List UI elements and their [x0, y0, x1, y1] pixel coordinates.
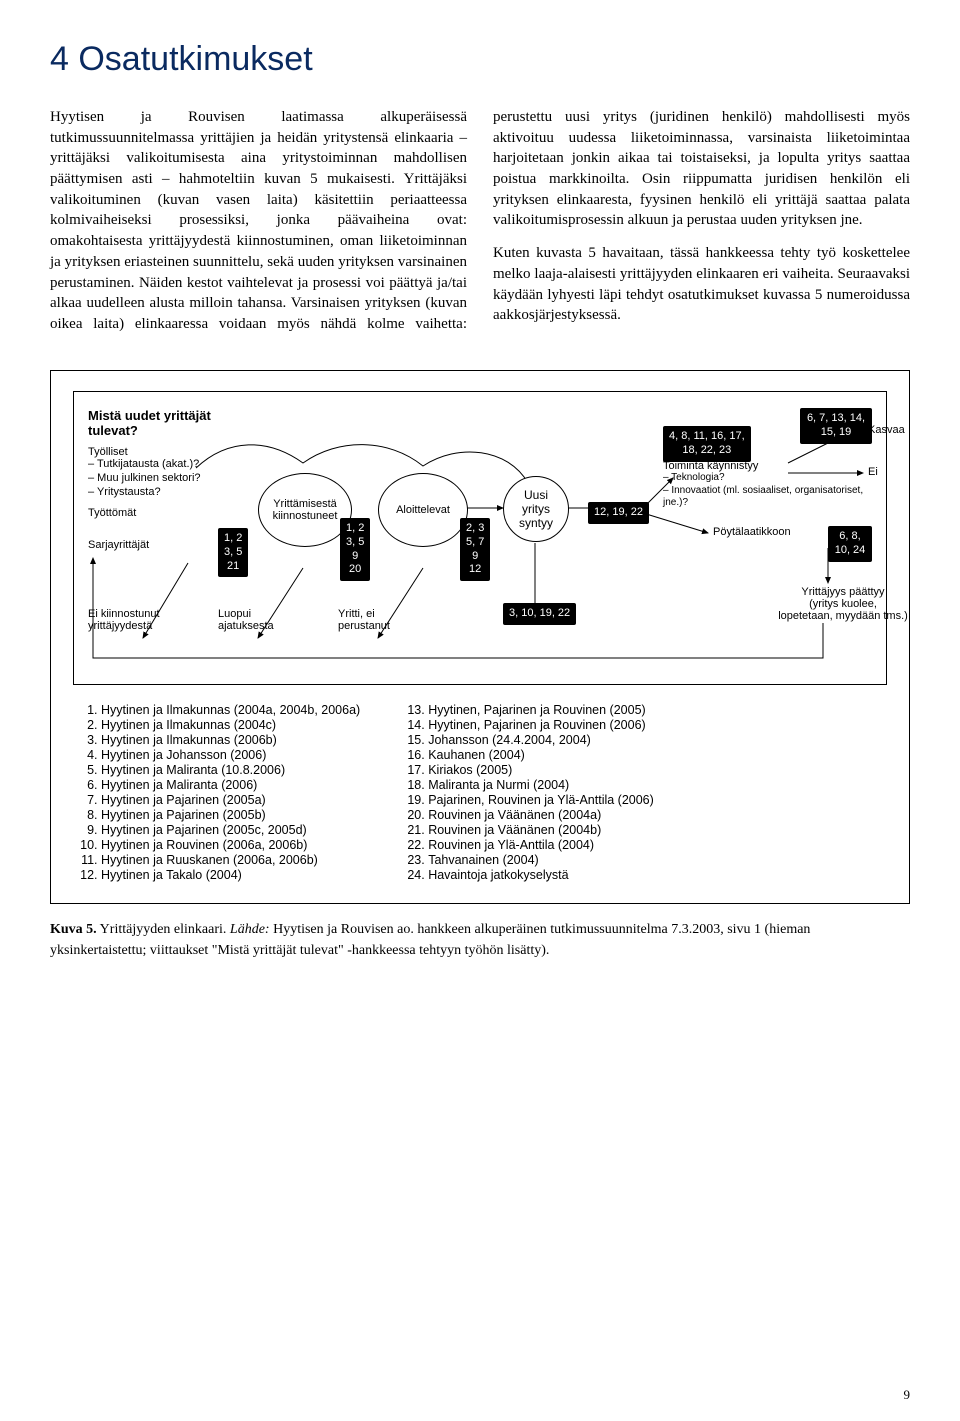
- ref-item: Havaintoja jatkokyselystä: [428, 868, 654, 882]
- tyolliset-label: Työlliset: [88, 446, 218, 458]
- poyta-label: Pöytälaatikkoon: [713, 526, 791, 538]
- ref-item: Hyytinen ja Ruuskanen (2006a, 2006b): [101, 853, 360, 867]
- diagram-question: Mistä uudet yrittäjät tulevat?: [88, 408, 218, 438]
- uusi-yritys-label: Uusi yritys syntyy: [519, 488, 553, 530]
- tyottomat-label: Työttömät: [88, 507, 218, 519]
- tag-5: 4, 8, 11, 16, 17, 18, 22, 23: [663, 426, 751, 462]
- ref-item: Hyytinen ja Maliranta (2006): [101, 778, 360, 792]
- kasvaa-label: Kasvaa: [868, 424, 905, 436]
- caption-number: Kuva 5.: [50, 922, 97, 937]
- refs-left: Hyytinen ja Ilmakunnas (2004a, 2004b, 20…: [73, 703, 360, 883]
- body-text: Hyytisen ja Rouvisen laatimassa alkuperä…: [50, 107, 910, 336]
- ref-item: Hyytinen ja Takalo (2004): [101, 868, 360, 882]
- page-number: 9: [904, 1387, 911, 1403]
- tag-3: 2, 3 5, 7 9 12: [460, 518, 490, 581]
- tag-2: 1, 2 3, 5 9 20: [340, 518, 370, 581]
- ref-item: Hyytinen ja Maliranta (10.8.2006): [101, 763, 360, 777]
- ref-item: Johansson (24.4.2004, 2004): [428, 733, 654, 747]
- tag-1: 1, 2 3, 5 21: [218, 528, 248, 577]
- tag-6: 6, 7, 13, 14, 15, 19: [800, 408, 872, 444]
- diagram-box: Mistä uudet yrittäjät tulevat? Työlliset…: [73, 391, 887, 685]
- chapter-title: 4 Osatutkimukset: [50, 40, 910, 79]
- ref-item: Hyytinen ja Ilmakunnas (2004c): [101, 718, 360, 732]
- sarja-label: Sarjayrittäjät: [88, 539, 218, 551]
- figure-5: Mistä uudet yrittäjät tulevat? Työlliset…: [50, 370, 910, 904]
- toiminta-sub: – Teknologia? – Innovaatiot (ml. sosiaal…: [663, 472, 883, 510]
- ref-item: Rouvinen ja Väänänen (2004b): [428, 823, 654, 837]
- ref-item: Kauhanen (2004): [428, 748, 654, 762]
- ref-item: Hyytinen ja Rouvinen (2006a, 2006b): [101, 838, 360, 852]
- body-paragraph: Kuten kuvasta 5 havaitaan, tässä hankkee…: [493, 243, 910, 326]
- ref-item: Rouvinen ja Väänänen (2004a): [428, 808, 654, 822]
- aloittelevat-label: Aloittelevat: [396, 504, 450, 516]
- kiinnostuneet-label: Yrittämisestä kiinnostuneet: [259, 494, 351, 526]
- ref-item: Maliranta ja Nurmi (2004): [428, 778, 654, 792]
- tag-7: 6, 8, 10, 24: [828, 526, 872, 562]
- toiminta-label: Toiminta käynnistyy: [663, 460, 883, 472]
- ref-item: Rouvinen ja Ylä-Anttila (2004): [428, 838, 654, 852]
- ref-item: Hyytinen ja Johansson (2006): [101, 748, 360, 762]
- references: Hyytinen ja Ilmakunnas (2004a, 2004b, 20…: [73, 703, 887, 883]
- ei-label: Ei: [868, 466, 878, 478]
- ref-item: Tahvanainen (2004): [428, 853, 654, 867]
- yritti-label: Yritti, ei perustanut: [338, 608, 418, 632]
- ref-item: Hyytinen ja Pajarinen (2005c, 2005d): [101, 823, 360, 837]
- caption-source-label: Lähde:: [226, 922, 269, 937]
- ei-kiinnostunut-label: Ei kiinnostunut yrittäjyydestä: [88, 608, 188, 632]
- tag-4: 12, 19, 22: [588, 502, 649, 524]
- ref-item: Hyytinen ja Pajarinen (2005a): [101, 793, 360, 807]
- ref-item: Kiriakos (2005): [428, 763, 654, 777]
- figure-caption: Kuva 5. Yrittäjyyden elinkaari. Lähde: H…: [50, 920, 910, 961]
- ref-item: Pajarinen, Rouvinen ja Ylä-Anttila (2006…: [428, 793, 654, 807]
- ref-item: Hyytinen, Pajarinen ja Rouvinen (2006): [428, 718, 654, 732]
- ref-item: Hyytinen, Pajarinen ja Rouvinen (2005): [428, 703, 654, 717]
- tag-bottom: 3, 10, 19, 22: [503, 603, 576, 625]
- paattyy-label: Yrittäjyys päättyy (yritys kuolee, lopet…: [768, 586, 918, 622]
- tyolliset-sub: – Tutkijatausta (akat.)? – Muu julkinen …: [88, 458, 218, 499]
- refs-right: Hyytinen, Pajarinen ja Rouvinen (2005)Hy…: [400, 703, 654, 883]
- ref-item: Hyytinen ja Ilmakunnas (2004a, 2004b, 20…: [101, 703, 360, 717]
- ref-item: Hyytinen ja Ilmakunnas (2006b): [101, 733, 360, 747]
- caption-title: Yrittäjyyden elinkaari.: [97, 922, 227, 937]
- luopui-label: Luopui ajatuksesta: [218, 608, 298, 632]
- ref-item: Hyytinen ja Pajarinen (2005b): [101, 808, 360, 822]
